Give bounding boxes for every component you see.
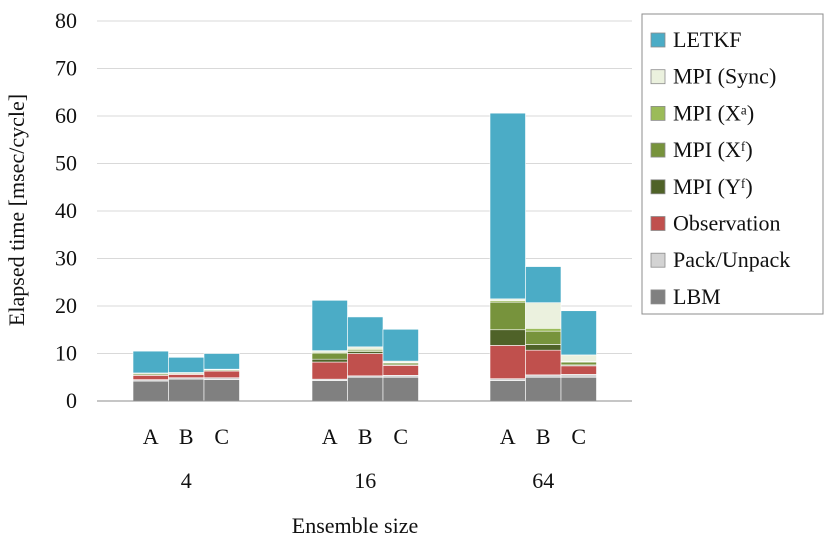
bar-segment — [525, 374, 562, 378]
bar-segment — [525, 349, 562, 376]
bar-segment — [311, 358, 348, 363]
bar-segment — [168, 374, 205, 379]
bar-segment — [525, 376, 562, 402]
y-tick-label: 30 — [55, 246, 77, 271]
bar-segment — [489, 329, 526, 346]
plot-area — [97, 20, 632, 402]
x-group-label: 64 — [532, 468, 554, 493]
bar-segment — [382, 328, 419, 362]
bar-segment — [382, 376, 419, 402]
bar-segment — [347, 346, 384, 350]
y-tick-label: 0 — [66, 388, 77, 413]
y-tick-label: 50 — [55, 151, 77, 176]
x-category-label: A — [322, 424, 338, 449]
bar-segment — [525, 302, 562, 329]
x-axis-title: Ensemble size — [292, 513, 418, 538]
legend-swatch — [650, 69, 666, 85]
y-tick-label: 70 — [55, 56, 77, 81]
x-category-label: A — [500, 424, 516, 449]
bar-segment — [489, 301, 526, 331]
x-category-label: C — [571, 424, 586, 449]
bar-segment — [203, 379, 240, 402]
x-category-label: B — [536, 424, 551, 449]
legend-label: MPI (Xᵃ) — [673, 100, 754, 125]
x-category-label: A — [143, 424, 159, 449]
x-category-label: B — [179, 424, 194, 449]
bar-segment — [560, 374, 597, 378]
bar-segment — [489, 112, 526, 300]
legend-swatch — [650, 142, 666, 158]
bar-segment — [203, 370, 240, 379]
bar-segment — [489, 345, 526, 379]
legend-swatch — [650, 32, 666, 48]
bar-segment — [132, 380, 169, 402]
legend-label: LBM — [673, 284, 721, 309]
bar-segment — [168, 378, 205, 402]
x-category-label: C — [214, 424, 229, 449]
bar-segment — [311, 361, 348, 380]
legend-label: Observation — [673, 211, 781, 236]
legend-swatch — [650, 179, 666, 195]
y-tick-label: 10 — [55, 341, 77, 366]
y-tick-label: 40 — [55, 198, 77, 223]
bar-segment — [560, 310, 597, 356]
bar-segment — [132, 375, 169, 380]
bar-segment — [560, 376, 597, 402]
bar-segment — [382, 365, 419, 376]
bar-segment — [168, 356, 205, 373]
legend-swatch — [650, 252, 666, 268]
legend-label: LETKF — [673, 27, 741, 52]
gridlines — [97, 20, 632, 354]
bar-segment — [489, 380, 526, 402]
bar-segment — [525, 328, 562, 332]
y-axis-title: Elapsed time [msec/cycle] — [4, 94, 29, 326]
y-tick-label: 20 — [55, 293, 77, 318]
x-category-label: B — [358, 424, 373, 449]
bar-segment — [560, 361, 597, 366]
legend-label: MPI (Yᶠ) — [673, 174, 753, 199]
bar-segment — [311, 352, 348, 360]
legend-label: MPI (Xᶠ) — [673, 137, 753, 162]
bar-segment — [347, 316, 384, 348]
legend-swatch — [650, 106, 666, 121]
legend-swatch — [650, 289, 666, 305]
y-tick-label: 60 — [55, 103, 77, 128]
bar-segment — [311, 380, 348, 402]
bar-segment — [525, 344, 562, 351]
x-category-label: C — [393, 424, 408, 449]
bar-segment — [525, 266, 562, 303]
bar-segment — [203, 353, 240, 370]
y-axis-ticks: 0 10 20 30 40 50 60 70 80 — [55, 8, 77, 413]
legend-label: Pack/Unpack — [673, 247, 790, 272]
x-axis-groups: 4 16 64 — [181, 468, 555, 493]
bar-segment — [347, 376, 384, 402]
bar-segment — [132, 350, 169, 374]
bar-segment — [525, 330, 562, 345]
legend-frame — [641, 13, 824, 315]
bar-segment — [560, 354, 597, 362]
legend: LETKF MPI (Sync) MPI (Xᵃ) MPI (Xᶠ) MPI (Yᶠ) O… — [641, 13, 824, 315]
legend-swatch — [650, 216, 666, 231]
x-group-label: 16 — [354, 468, 376, 493]
bar-segment — [311, 299, 348, 351]
bar-segment — [347, 353, 384, 377]
bar-segment — [560, 365, 597, 375]
bars — [132, 112, 597, 402]
x-group-label: 4 — [181, 468, 192, 493]
y-tick-label: 80 — [55, 8, 77, 33]
legend-label: MPI (Sync) — [673, 64, 776, 89]
